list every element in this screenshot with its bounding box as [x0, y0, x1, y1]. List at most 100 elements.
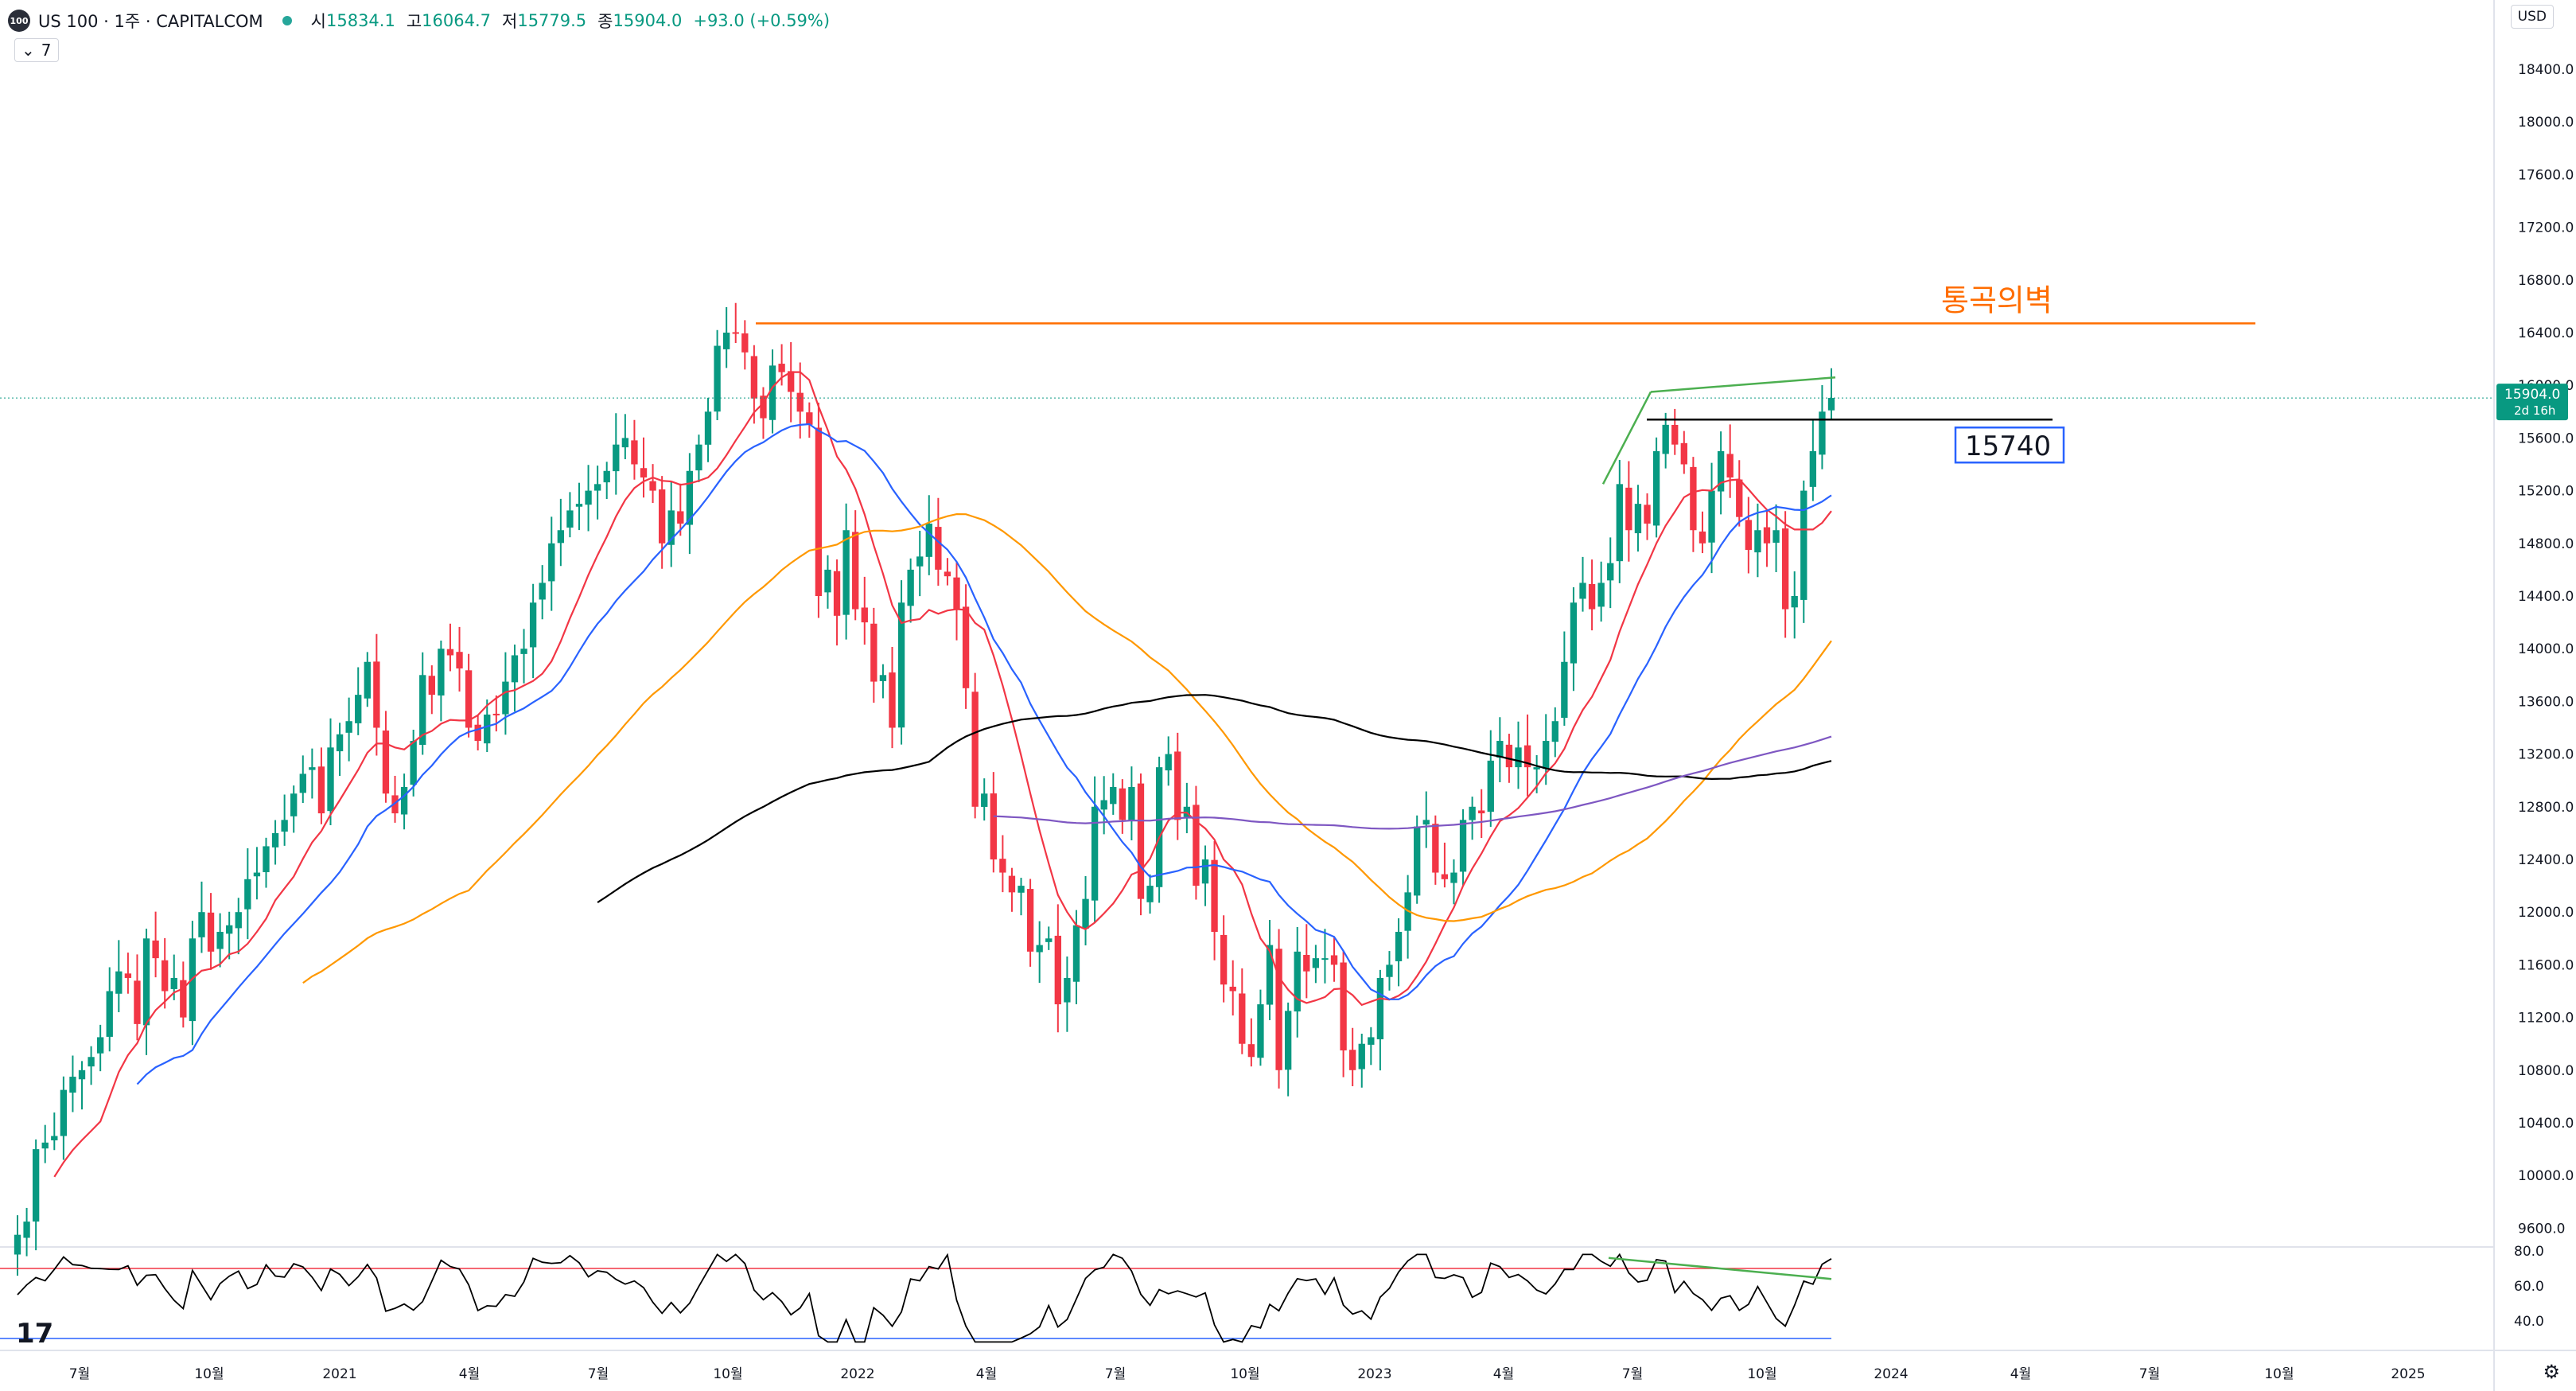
candle: [990, 793, 997, 859]
price-tick-label: 11600.0: [2518, 957, 2574, 973]
candle: [207, 912, 215, 952]
price-tick-label: 16800.0: [2518, 273, 2574, 289]
candle: [593, 484, 601, 491]
candle: [603, 470, 610, 483]
candle: [1257, 1004, 1264, 1058]
price-tick-label: 18400.0: [2518, 62, 2574, 78]
candle: [1072, 925, 1080, 982]
close-value: 15904.0: [613, 11, 683, 30]
candle: [566, 510, 574, 528]
candle: [484, 714, 491, 744]
candle: [502, 681, 509, 715]
candle: [1827, 398, 1835, 411]
low-label: 저: [502, 12, 518, 31]
candle: [815, 427, 823, 596]
candle: [677, 511, 684, 524]
price-tick-label: 14800.0: [2518, 536, 2574, 552]
candle: [1699, 531, 1706, 544]
candle: [1717, 450, 1725, 492]
candle: [438, 649, 445, 696]
candle: [1211, 859, 1218, 933]
candle: [833, 571, 841, 616]
candle: [1726, 454, 1734, 478]
candle: [198, 912, 205, 937]
candle: [1450, 872, 1457, 883]
candle: [226, 925, 233, 934]
candle: [96, 1037, 104, 1054]
candle: [69, 1077, 76, 1093]
gear-icon[interactable]: ⚙: [2543, 1361, 2560, 1383]
time-axis-label: 10월: [2264, 1366, 2294, 1382]
candle: [935, 527, 942, 570]
time-axis-label: 2025: [2391, 1366, 2425, 1382]
candle: [170, 977, 177, 989]
candle: [1570, 602, 1578, 664]
candle: [1349, 1050, 1356, 1070]
candle: [667, 510, 675, 545]
candle: [1358, 1043, 1365, 1070]
time-axis-label: 4월: [1493, 1366, 1514, 1382]
candle: [1708, 490, 1715, 543]
open-value: 15834.1: [325, 11, 395, 30]
candle: [235, 912, 242, 929]
candle: [870, 623, 877, 682]
candle: [244, 879, 251, 910]
price-tick-label: 15600.0: [2518, 431, 2574, 446]
rsi-tick-label: 60.0: [2514, 1279, 2544, 1295]
candle: [1616, 484, 1623, 562]
candle: [1551, 721, 1558, 742]
candle: [391, 795, 399, 814]
candle: [60, 1089, 68, 1136]
candle: [613, 444, 620, 472]
price-tick-label: 16400.0: [2518, 325, 2574, 341]
price-tick-label: 10800.0: [2518, 1063, 2574, 1079]
candle: [1763, 527, 1771, 544]
trend-line: [1650, 376, 1836, 393]
candle: [1193, 805, 1200, 886]
candle: [1625, 487, 1632, 531]
candle: [1174, 751, 1181, 820]
currency-button[interactable]: USD: [2510, 5, 2554, 29]
candle: [999, 859, 1006, 873]
candle: [1597, 583, 1605, 607]
candle: [14, 1234, 21, 1255]
price-tick-label: 11200.0: [2518, 1011, 2574, 1027]
candle: [1165, 754, 1172, 771]
candle: [1247, 1044, 1255, 1058]
candle: [1772, 530, 1780, 544]
price-tick-label: 14400.0: [2518, 589, 2574, 605]
candle: [78, 1070, 86, 1080]
candle: [1487, 760, 1494, 812]
time-axis-label: 7월: [69, 1366, 90, 1382]
candle: [263, 846, 270, 873]
price-tick-label: 9600.0: [2518, 1221, 2565, 1237]
candle: [557, 530, 565, 544]
candle: [788, 371, 795, 392]
candle: [446, 649, 454, 656]
candle: [88, 1057, 95, 1067]
moving-average-line: [136, 423, 1832, 1085]
candle: [1791, 596, 1798, 608]
moving-average-line: [993, 735, 1832, 830]
candle: [1321, 958, 1329, 960]
candle: [1533, 767, 1540, 770]
candle: [861, 607, 868, 623]
candle: [1515, 747, 1522, 768]
last-price-value: 15904.0: [2504, 387, 2560, 403]
indicators-toggle[interactable]: ⌄ 7: [14, 38, 59, 62]
symbol-title[interactable]: US 100 · 1주 · CAPITALCOM: [38, 12, 263, 31]
candle: [1303, 954, 1310, 972]
time-axis-label: 10월: [194, 1366, 224, 1382]
high-label: 고: [406, 12, 422, 31]
candle: [1128, 786, 1135, 820]
candle: [953, 577, 960, 610]
candle: [1340, 962, 1347, 1050]
time-axis-label: 7월: [588, 1366, 609, 1382]
candle: [161, 960, 169, 992]
candle: [511, 655, 519, 683]
candle: [649, 481, 656, 491]
candle: [1110, 786, 1117, 805]
candle: [585, 490, 592, 505]
